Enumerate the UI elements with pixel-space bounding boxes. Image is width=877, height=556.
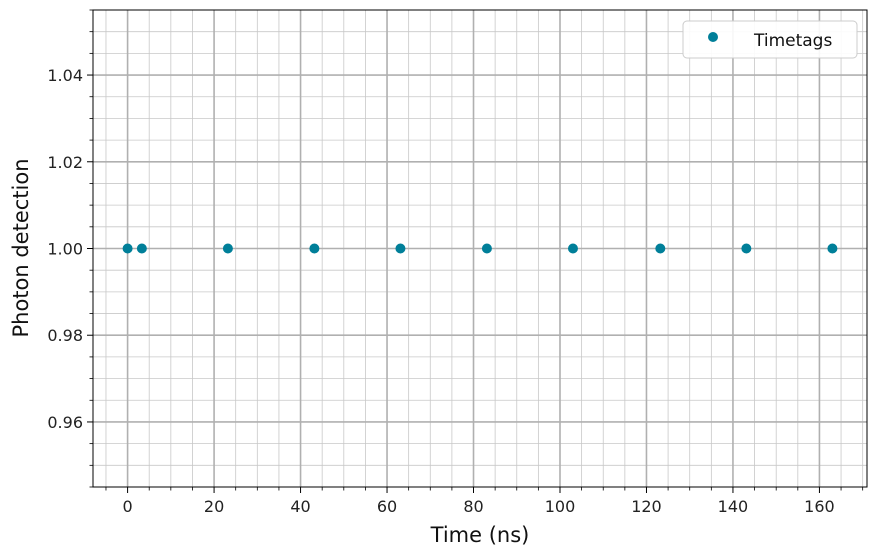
x-tick-label: 20 [204,497,224,516]
data-point [136,243,147,254]
grid [93,9,867,488]
data-points [122,243,838,254]
x-tick-label: 140 [718,497,749,516]
data-point [827,243,838,254]
y-tick-label: 1.04 [47,66,83,85]
data-point [222,243,233,254]
legend-label-timetags: Timetags [753,31,832,51]
y-tick-label: 0.98 [47,326,83,345]
y-tick-label: 0.96 [47,413,83,432]
y-tick-label: 1.02 [47,153,83,172]
x-tick-label: 160 [804,497,835,516]
legend-box [682,20,858,59]
data-point [567,243,578,254]
y-tick-label: 1.00 [47,240,83,259]
x-tick-label: 120 [631,497,662,516]
x-tick-label: 60 [377,497,397,516]
ticks: 0 20 40 60 80 100 120 140 160 0.96 0.98 1.00 1.02 1.0… [47,9,864,516]
data-point [481,243,492,254]
x-tick-label: 40 [290,497,310,516]
data-point [741,243,752,254]
y-axis-label: Photon detection [9,158,33,337]
x-tick-label: 100 [545,497,576,516]
legend-marker [708,32,718,42]
data-point [122,243,133,254]
data-point [655,243,666,254]
x-axis-label: Time (ns) [430,523,530,547]
data-point [309,243,320,254]
x-tick-label: 0 [122,497,132,516]
x-tick-label: 80 [463,497,483,516]
legend: Timetags [682,20,858,59]
data-point [395,243,406,254]
